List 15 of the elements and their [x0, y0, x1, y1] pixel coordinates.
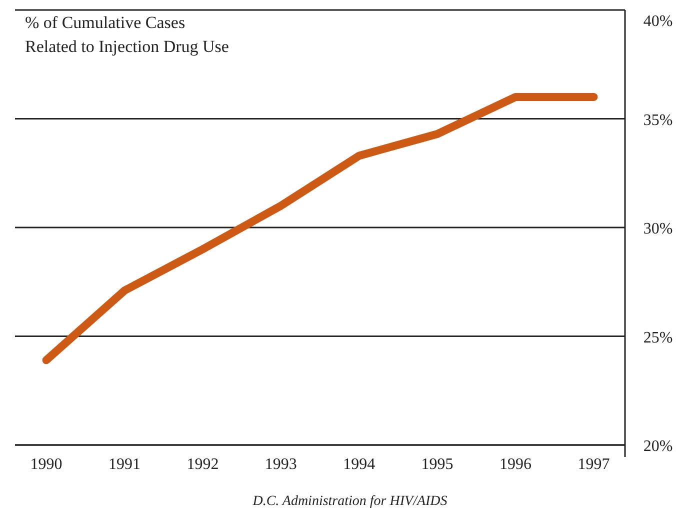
y-tick-label: 25%: [643, 329, 673, 346]
x-tick-label: 1996: [500, 456, 532, 473]
x-tick-label: 1994: [343, 456, 376, 473]
x-tick-label: 1995: [421, 456, 454, 473]
x-tick-label: 1990: [30, 456, 62, 473]
text: D.C. Administration for HIV/AIDS: [252, 494, 448, 509]
x-tick-label: 1991: [108, 456, 140, 473]
y-tick-label: 30%: [643, 220, 673, 238]
text: % of Cumulative Cases Related to Injection Drug Use: [25, 13, 229, 56]
x-tick-label: 1992: [186, 456, 219, 473]
x-tick-label: 1993: [264, 456, 297, 473]
x-tick-label: 1997: [578, 456, 610, 473]
y-tick-label: 20%: [643, 438, 673, 455]
y-tick-label: 35%: [643, 112, 673, 129]
y-tick-label: 40%: [643, 13, 673, 30]
